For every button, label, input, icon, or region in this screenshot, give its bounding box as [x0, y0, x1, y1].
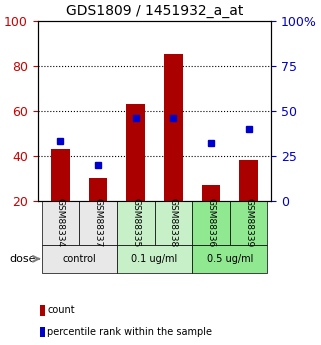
Text: GSM88334: GSM88334	[56, 198, 65, 247]
FancyBboxPatch shape	[41, 245, 117, 273]
Bar	[126, 104, 145, 200]
Text: GSM88339: GSM88339	[244, 198, 253, 247]
FancyBboxPatch shape	[41, 200, 79, 245]
Title: GDS1809 / 1451932_a_at: GDS1809 / 1451932_a_at	[66, 4, 243, 18]
Bar	[40, 305, 45, 316]
FancyBboxPatch shape	[192, 245, 267, 273]
Bar	[239, 160, 258, 200]
Bar	[51, 149, 70, 200]
FancyBboxPatch shape	[192, 200, 230, 245]
Bar	[40, 326, 45, 337]
FancyBboxPatch shape	[79, 200, 117, 245]
Bar	[89, 178, 108, 200]
Text: dose: dose	[9, 254, 36, 264]
Bar	[164, 54, 183, 200]
Text: control: control	[62, 254, 96, 264]
Text: GSM88338: GSM88338	[169, 198, 178, 247]
FancyBboxPatch shape	[117, 245, 192, 273]
FancyBboxPatch shape	[117, 200, 154, 245]
FancyBboxPatch shape	[230, 200, 267, 245]
FancyBboxPatch shape	[154, 200, 192, 245]
Text: 0.1 ug/ml: 0.1 ug/ml	[131, 254, 178, 264]
Text: 0.5 ug/ml: 0.5 ug/ml	[207, 254, 253, 264]
Text: GSM88335: GSM88335	[131, 198, 140, 247]
Text: count: count	[47, 305, 75, 315]
Text: GSM88337: GSM88337	[93, 198, 102, 247]
Bar	[202, 185, 221, 200]
Text: percentile rank within the sample: percentile rank within the sample	[47, 327, 212, 337]
Text: GSM88336: GSM88336	[206, 198, 215, 247]
